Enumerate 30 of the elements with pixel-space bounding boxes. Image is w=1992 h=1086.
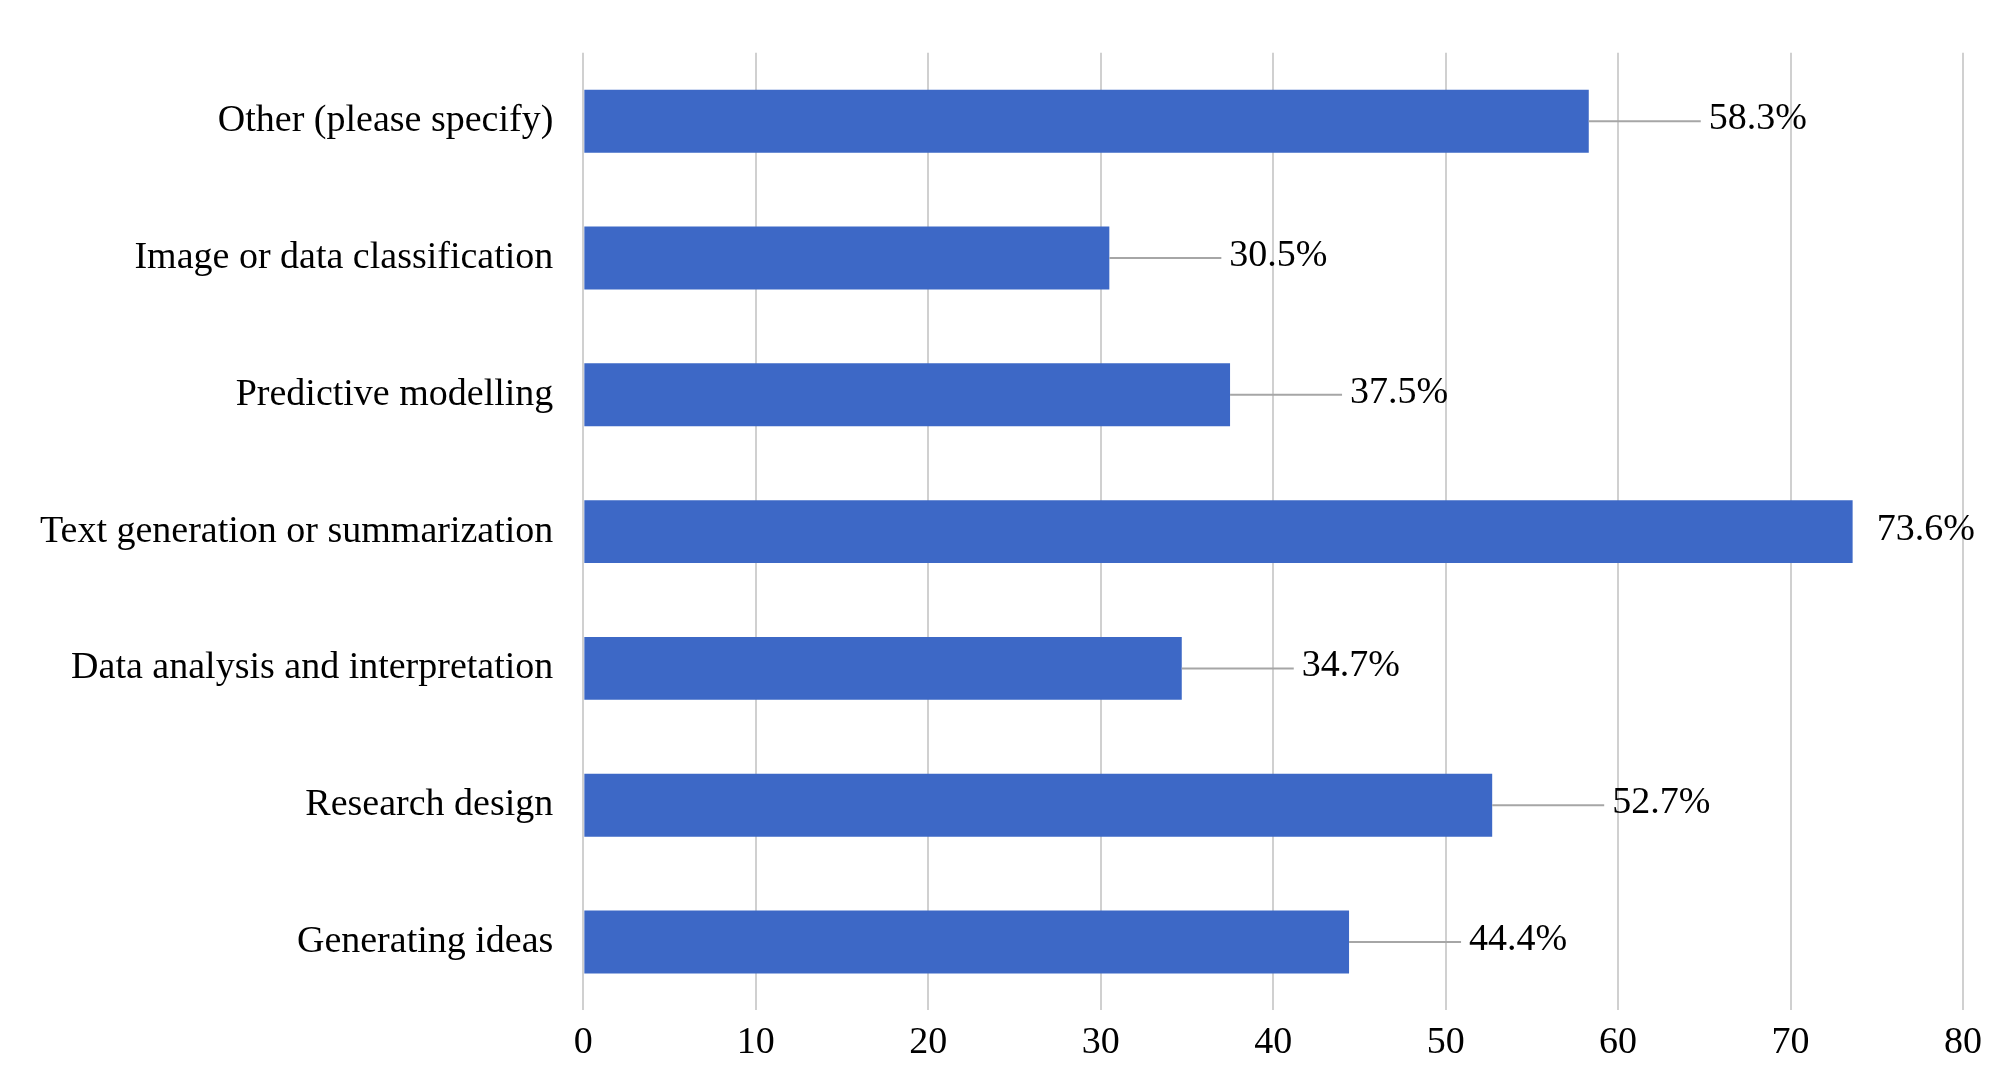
y-tick-label: Generating ideas <box>296 917 554 960</box>
data-label: 30.5% <box>1229 231 1328 274</box>
data-label: 52.7% <box>1612 779 1711 822</box>
x-tick-label: 30 <box>1081 1019 1120 1062</box>
bar <box>584 363 1231 427</box>
x-tick-label: 80 <box>1944 1019 1982 1062</box>
y-tick-label: Text generation or summarization <box>39 507 554 550</box>
data-label: 34.7% <box>1301 642 1400 685</box>
bar <box>584 773 1493 837</box>
data-label: 58.3% <box>1708 95 1807 138</box>
y-tick-label: Predictive modelling <box>235 370 554 413</box>
x-tick-label: 70 <box>1771 1019 1810 1062</box>
bar <box>584 500 1853 564</box>
x-tick-label: 10 <box>736 1019 775 1062</box>
bar <box>584 910 1350 974</box>
x-tick-label: 0 <box>573 1019 593 1062</box>
y-tick-label: Research design <box>305 781 554 824</box>
y-tick-label: Data analysis and interpretation <box>71 644 554 687</box>
bar <box>584 226 1110 290</box>
y-tick-label: Image or data classification <box>134 233 554 276</box>
data-label: 73.6% <box>1876 505 1975 548</box>
x-tick-label: 40 <box>1254 1019 1293 1062</box>
data-label: 37.5% <box>1350 368 1449 411</box>
x-tick-label: 20 <box>909 1019 948 1062</box>
bar <box>584 89 1589 153</box>
x-tick-label: 60 <box>1599 1019 1638 1062</box>
data-label: 44.4% <box>1469 915 1568 958</box>
bar <box>584 636 1182 700</box>
x-tick-label: 50 <box>1426 1019 1465 1062</box>
y-tick-label: Other (please specify) <box>217 97 554 141</box>
